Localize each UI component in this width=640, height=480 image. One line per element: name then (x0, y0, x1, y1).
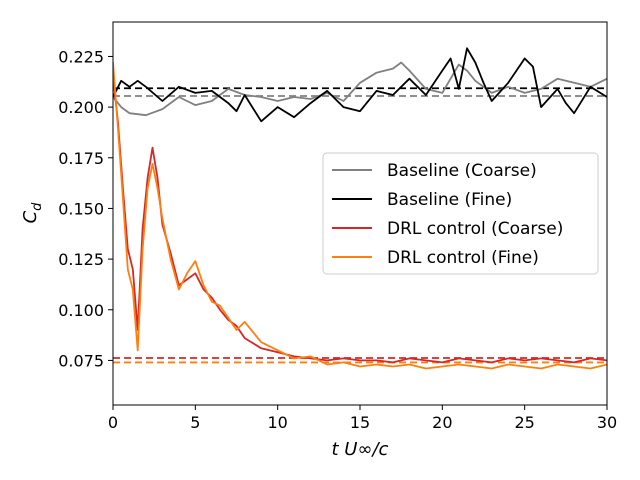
legend-label-drl-control-coarse: DRL control (Coarse) (387, 219, 563, 239)
x-axis-ticks: 0 5 10 15 20 25 30 (108, 405, 617, 432)
x-tick-label: 0 (108, 413, 118, 432)
y-tick-label: 0.075 (58, 351, 104, 370)
drl-control-fine-series (113, 62, 607, 370)
baseline-coarse-series (113, 61, 607, 117)
baseline-fine-series (113, 47, 607, 123)
series-lines (113, 47, 607, 370)
y-tick-label: 0.100 (58, 301, 104, 320)
y-tick-label: 0.225 (58, 47, 104, 66)
legend-label-baseline-coarse: Baseline (Coarse) (387, 161, 537, 181)
x-tick-label: 30 (597, 413, 617, 432)
legend: Baseline (Coarse) Baseline (Fine) DRL cont… (322, 152, 599, 275)
x-tick-label: 5 (190, 413, 200, 432)
legend-label-drl-control-fine: DRL control (Fine) (387, 248, 539, 268)
y-tick-label: 0.150 (58, 199, 104, 218)
y-axis-label: Cd (20, 202, 45, 224)
y-tick-label: 0.200 (58, 98, 104, 117)
x-tick-label: 25 (514, 413, 534, 432)
x-axis-label: t U∞/c (332, 439, 389, 460)
x-tick-label: 10 (267, 413, 287, 432)
mean-reference-lines (113, 87, 607, 364)
drl-control-coarse-series (113, 76, 607, 364)
x-tick-label: 20 (432, 413, 452, 432)
y-tick-label: 0.125 (58, 250, 104, 269)
y-tick-label: 0.175 (58, 149, 104, 168)
legend-label-baseline-fine: Baseline (Fine) (387, 190, 512, 210)
y-axis-ticks: 0.075 0.100 0.125 0.150 0.175 0.200 0.225 (58, 47, 113, 370)
x-tick-label: 15 (350, 413, 370, 432)
legend-box (322, 152, 599, 275)
